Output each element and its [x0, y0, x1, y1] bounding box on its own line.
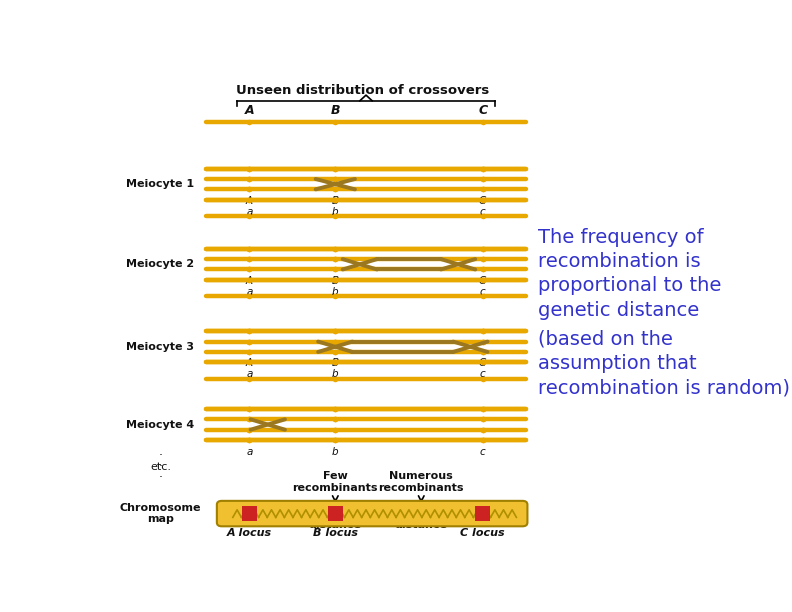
- Text: Short map
distance: Short map distance: [303, 507, 367, 530]
- Text: A: A: [245, 103, 254, 117]
- Text: a: a: [246, 206, 253, 217]
- Text: c: c: [480, 286, 485, 297]
- FancyBboxPatch shape: [242, 506, 257, 521]
- Text: C: C: [479, 276, 486, 286]
- Text: Chromosome
map: Chromosome map: [120, 503, 201, 524]
- Text: b: b: [332, 286, 339, 297]
- FancyBboxPatch shape: [328, 506, 343, 521]
- Text: B: B: [332, 196, 339, 206]
- Text: B: B: [330, 103, 340, 117]
- Text: A locus: A locus: [227, 528, 272, 538]
- Text: a: a: [246, 286, 253, 297]
- Text: etc.: etc.: [150, 463, 171, 472]
- Text: A: A: [246, 358, 253, 368]
- Text: Unseen distribution of crossovers: Unseen distribution of crossovers: [236, 84, 489, 97]
- Text: b: b: [332, 206, 339, 217]
- Text: a: a: [246, 447, 253, 457]
- Text: c: c: [480, 447, 485, 457]
- Text: Long map
distance: Long map distance: [390, 507, 451, 530]
- Text: a: a: [246, 369, 253, 379]
- Text: (based on the
assumption that
recombination is random): (based on the assumption that recombinat…: [538, 329, 790, 397]
- Text: c: c: [480, 206, 485, 217]
- Text: B: B: [332, 358, 339, 368]
- Text: Meiocyte 3: Meiocyte 3: [127, 341, 194, 352]
- Text: C: C: [479, 196, 486, 206]
- Text: Meiocyte 2: Meiocyte 2: [126, 259, 195, 269]
- Text: A: A: [246, 276, 253, 286]
- Text: b: b: [332, 447, 339, 457]
- FancyBboxPatch shape: [217, 501, 527, 526]
- Text: Meiocyte 1: Meiocyte 1: [126, 179, 195, 189]
- Text: Meiocyte 4: Meiocyte 4: [126, 419, 195, 430]
- Text: c: c: [480, 369, 485, 379]
- Text: A: A: [246, 196, 253, 206]
- Text: The frequency of
recombination is
proportional to the
genetic distance: The frequency of recombination is propor…: [538, 228, 722, 319]
- Text: Few
recombinants: Few recombinants: [292, 471, 378, 493]
- Text: C: C: [478, 103, 487, 117]
- Text: Numerous
recombinants: Numerous recombinants: [379, 471, 464, 493]
- Text: B: B: [332, 276, 339, 286]
- Text: C locus: C locus: [460, 528, 505, 538]
- Text: b: b: [332, 369, 339, 379]
- Text: C: C: [479, 358, 486, 368]
- FancyBboxPatch shape: [475, 506, 490, 521]
- Text: ·
·
·: · · ·: [158, 449, 162, 483]
- Text: B locus: B locus: [313, 528, 358, 538]
